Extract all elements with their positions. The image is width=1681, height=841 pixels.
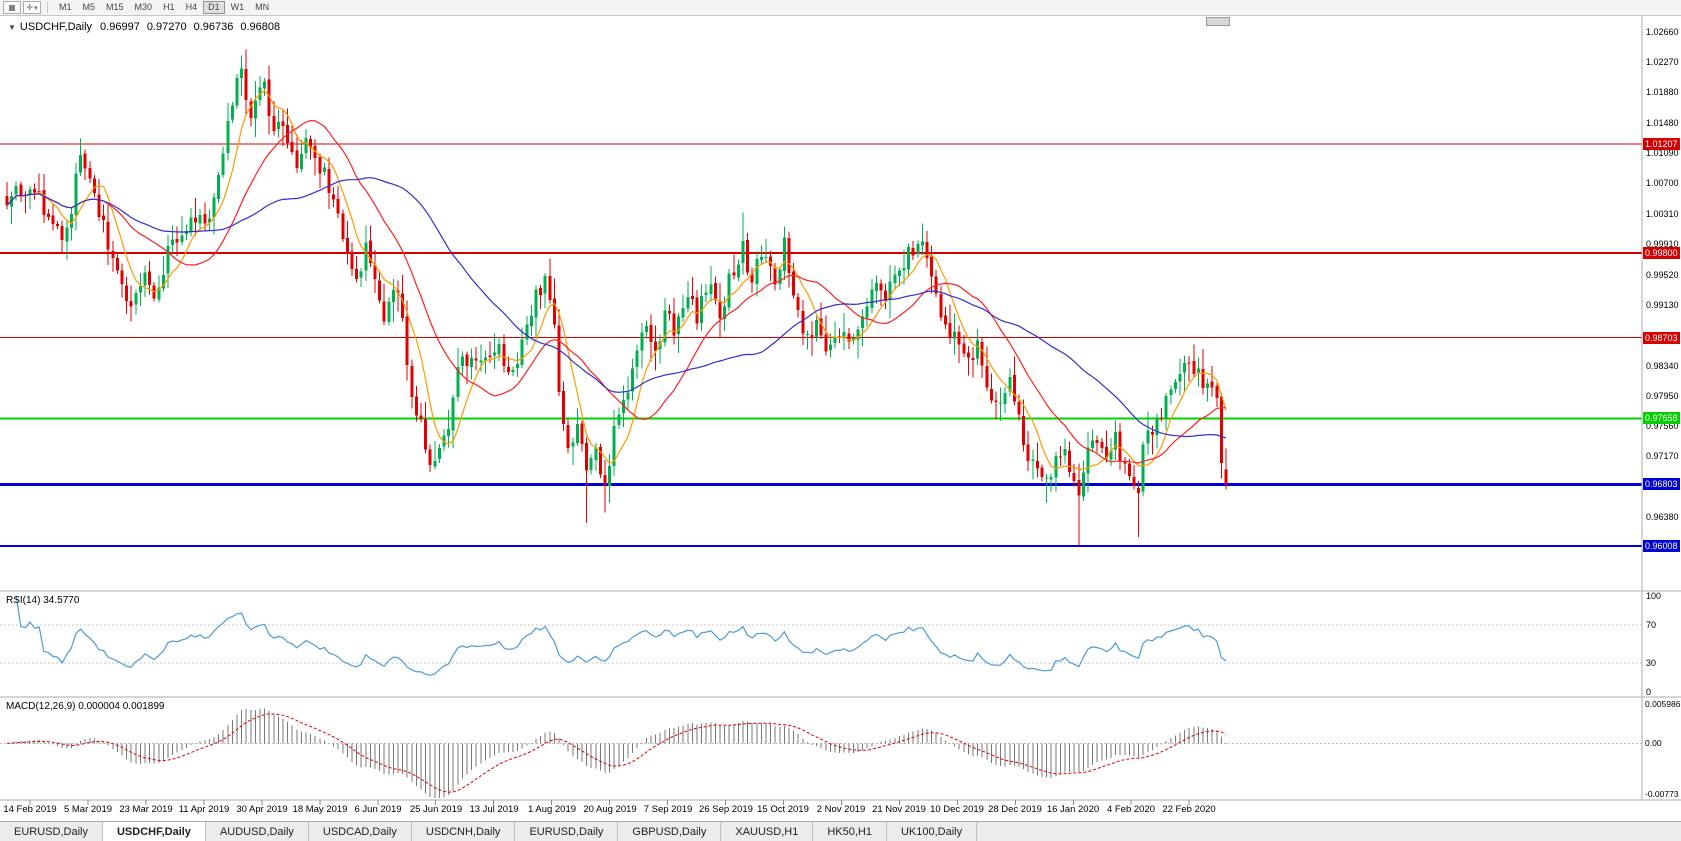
rsi-line [15, 595, 1227, 676]
timeframe-button-w1[interactable]: W1 [226, 1, 250, 14]
timeframe-button-mn[interactable]: MN [250, 1, 274, 14]
chart-tab-audusd-daily[interactable]: AUDUSD,Daily [205, 822, 309, 841]
timeframe-button-h4[interactable]: H4 [181, 1, 203, 14]
chart-scrollbar-thumb[interactable] [1206, 17, 1230, 26]
ma-45-line [6, 177, 1227, 439]
timeframe-button-h1[interactable]: H1 [158, 1, 180, 14]
low-value: 0.96736 [193, 21, 234, 33]
one-click-collapse-icon[interactable]: ▼ [8, 23, 16, 32]
chart-tab-usdcnh-daily[interactable]: USDCNH,Daily [411, 822, 516, 841]
timeframe-button-m1[interactable]: M1 [54, 1, 77, 14]
open-value: 0.96997 [100, 21, 140, 33]
close-value: 0.96808 [240, 21, 281, 33]
timeframe-button-d1[interactable]: D1 [203, 1, 225, 14]
chart-grid-icon: ▦ [8, 3, 16, 12]
timeframe-button-m30[interactable]: M30 [130, 1, 158, 14]
chart-tab-uk100-daily[interactable]: UK100,Daily [886, 822, 978, 841]
chart-symbol-label: USDCHF,Daily [19, 21, 93, 33]
chart-tab-gbpusd-daily[interactable]: GBPUSD,Daily [618, 822, 722, 841]
macd-histogram [11, 708, 1227, 798]
ma-20-line [6, 119, 1227, 464]
rsi-indicator-label: RSI(14) 34.5770 [6, 595, 80, 606]
high-value: 0.97270 [146, 21, 187, 33]
chart-title: ▼ USDCHF,Daily 0.96997 0.97270 0.96736 0.9680… [8, 21, 287, 33]
chart-tab-hk50-h1[interactable]: HK50,H1 [813, 822, 887, 841]
toolbar: ▦ ✛ ▾ M1 M5 M15 M30 H1 H4 D1 W1 MN [0, 0, 1681, 16]
chart-tab-xauusd-h1[interactable]: XAUUSD,H1 [721, 822, 814, 841]
chart-tab-eurusd-daily[interactable]: EURUSD,Daily [0, 822, 103, 841]
chart-tab-eurusd-daily[interactable]: EURUSD,Daily [515, 822, 619, 841]
timeframe-button-m5[interactable]: M5 [78, 1, 101, 14]
crosshair-icon: ✛ [26, 3, 34, 12]
timeframe-group: M1 M5 M15 M30 H1 H4 D1 W1 MN [54, 1, 274, 14]
cursor-mode-button[interactable]: ✛ ▾ [23, 1, 41, 14]
chart-tab-usdcad-daily[interactable]: USDCAD,Daily [308, 822, 412, 841]
candles-layer [5, 49, 1228, 546]
toolbar-separator [47, 2, 48, 13]
timeframe-button-m15[interactable]: M15 [101, 1, 129, 14]
dropdown-caret-icon: ▾ [34, 4, 38, 12]
macd-indicator-label: MACD(12,26,9) 0.000004 0.001899 [6, 701, 165, 712]
chart-tab-bar: EURUSD,Daily USDCHF,Daily AUDUSD,Daily USDC… [0, 821, 1681, 841]
chart-tab-usdchf-daily[interactable]: USDCHF,Daily [102, 822, 206, 841]
chart-window-button[interactable]: ▦ [3, 1, 21, 14]
ma-7-line [6, 89, 1227, 471]
macd-signal-line [6, 713, 1227, 793]
